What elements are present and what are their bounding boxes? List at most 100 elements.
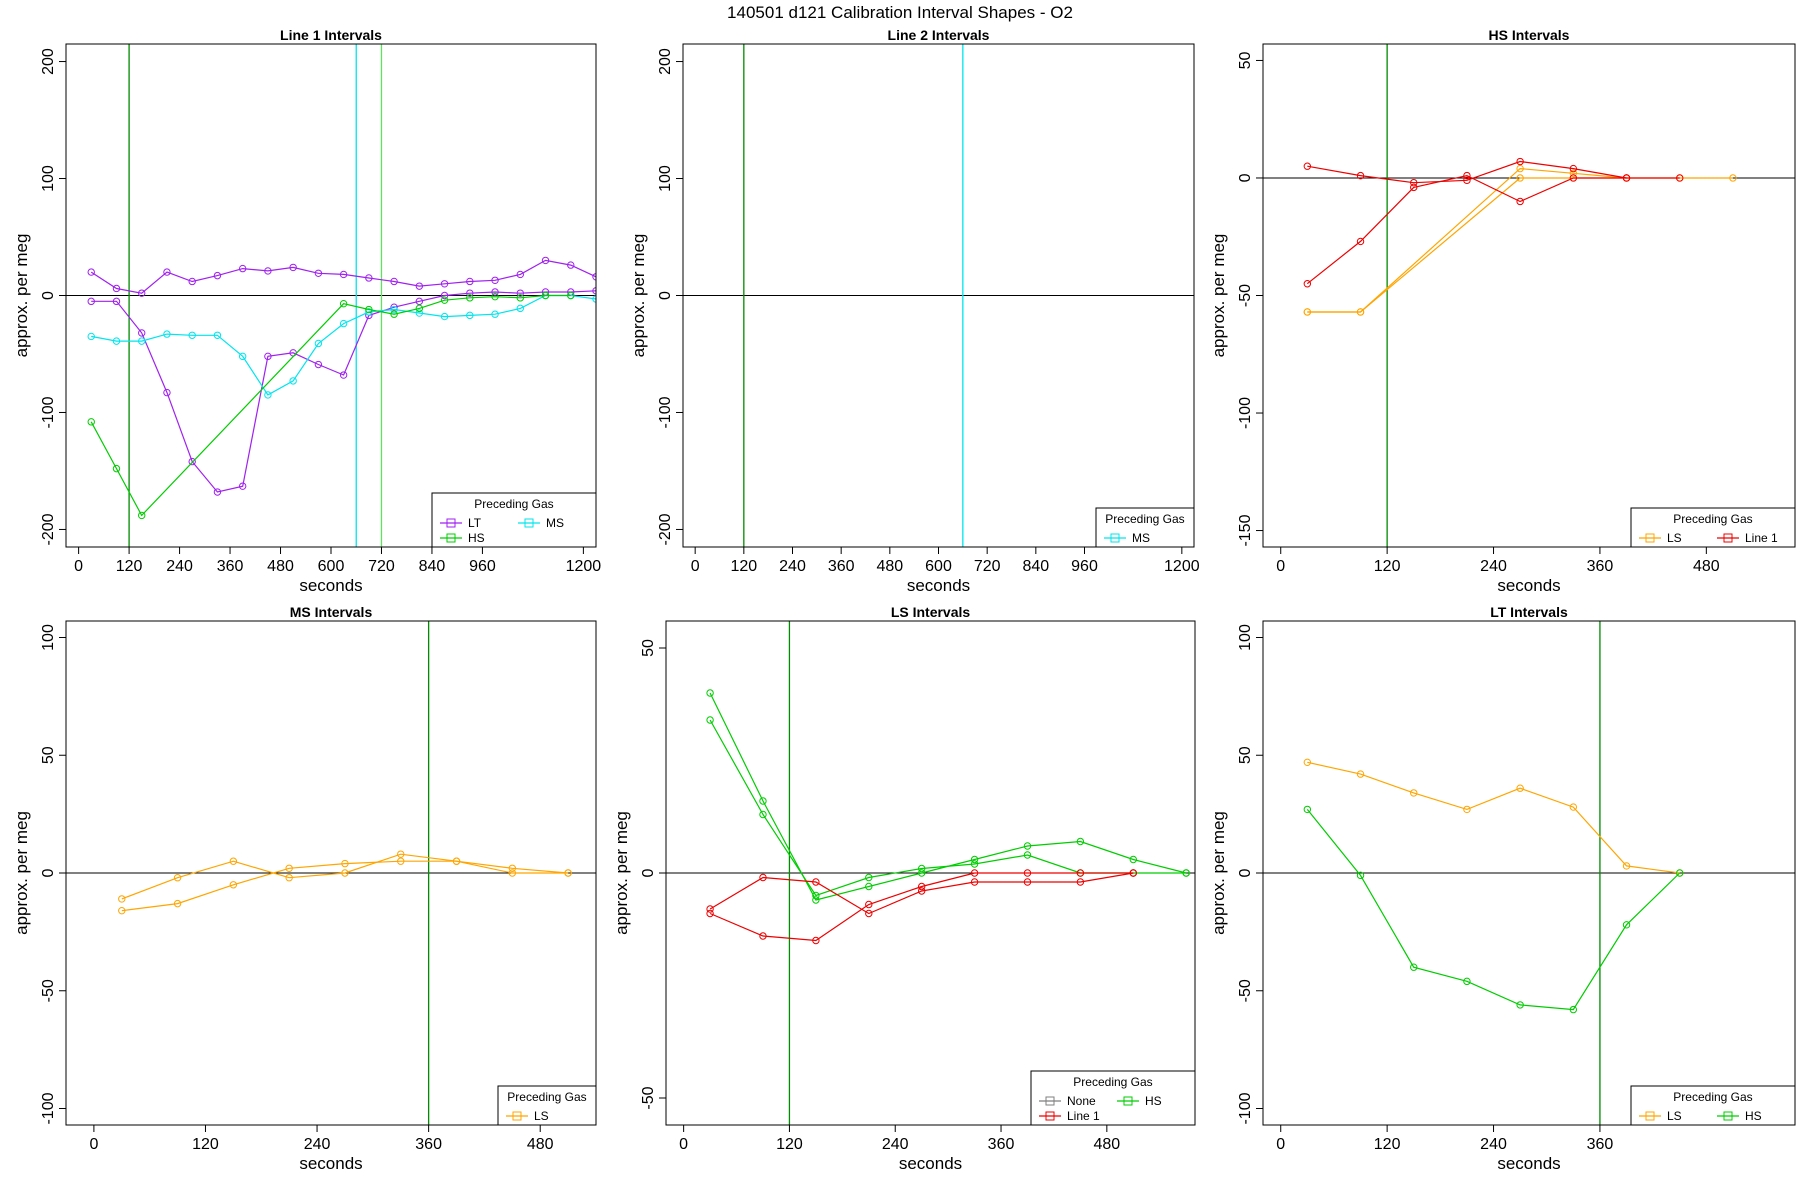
data-point xyxy=(516,270,524,279)
data-point xyxy=(118,906,126,915)
data-point xyxy=(1356,308,1365,316)
y-axis-label: approx. per meg xyxy=(12,234,31,358)
series-line xyxy=(91,294,596,396)
x-tick-label: 600 xyxy=(318,558,345,575)
data-point xyxy=(339,371,348,379)
data-point xyxy=(970,878,979,886)
series-line xyxy=(1306,809,1681,1011)
x-axis-label: seconds xyxy=(299,1154,362,1173)
data-point xyxy=(1569,1005,1578,1014)
series-line xyxy=(121,853,569,900)
data-point xyxy=(390,305,398,314)
y-tick-label: 50 xyxy=(640,639,657,657)
data-point xyxy=(706,716,714,724)
chart-panel-4: MS Intervals 0 120 240 360 480 seconds -100 -50 0… xyxy=(12,604,597,1173)
data-point xyxy=(440,296,449,304)
data-point xyxy=(213,331,222,339)
legend-entry-label: Line 1 xyxy=(1745,531,1778,545)
data-point xyxy=(415,304,424,313)
data-point xyxy=(138,329,146,337)
y-tick-label: 0 xyxy=(40,868,57,877)
legend: Preceding Gas LS HS xyxy=(1630,1085,1796,1126)
data-point xyxy=(415,297,424,306)
y-tick-label: -50 xyxy=(1237,979,1254,1002)
x-tick-label: 480 xyxy=(1093,1136,1120,1153)
x-tick-label: 240 xyxy=(779,558,806,575)
data-point xyxy=(229,857,238,865)
data-point xyxy=(1676,869,1684,877)
x-tick-label: 0 xyxy=(679,1136,688,1153)
legend-entry-label: MS xyxy=(546,516,564,530)
legend-entry-label: HS xyxy=(1745,1109,1762,1123)
data-point xyxy=(516,294,524,302)
x-tick-label: 720 xyxy=(368,558,395,575)
x-axis-label: seconds xyxy=(299,576,362,595)
data-point xyxy=(440,280,449,288)
x-tick-label: 480 xyxy=(876,558,903,575)
data-point xyxy=(812,878,820,886)
y-axis-label: approx. per meg xyxy=(1209,234,1228,358)
data-point xyxy=(1356,237,1365,246)
data-point xyxy=(1729,174,1737,182)
data-point xyxy=(917,887,926,895)
legend-entry-label: HS xyxy=(468,531,485,545)
data-point xyxy=(970,860,979,868)
data-point xyxy=(917,864,926,873)
x-tick-label: 0 xyxy=(89,1136,98,1153)
data-point xyxy=(390,303,398,311)
data-point xyxy=(87,268,95,276)
legend-title: Preceding Gas xyxy=(1073,1075,1152,1089)
x-axis-label: seconds xyxy=(907,576,970,595)
data-point xyxy=(112,284,121,293)
data-point xyxy=(341,859,349,868)
data-point xyxy=(466,277,474,286)
data-point xyxy=(865,873,873,882)
x-tick-label: 360 xyxy=(415,1136,442,1153)
plot-area xyxy=(683,44,1194,547)
data-point xyxy=(564,869,572,877)
data-point xyxy=(706,689,714,697)
chart-panel-5: LS Intervals 0 120 240 360 480 seconds -50 0 50 ap… xyxy=(612,604,1196,1173)
panel-title: LT Intervals xyxy=(1490,604,1568,620)
data-point xyxy=(238,264,247,273)
data-point xyxy=(917,882,926,891)
data-point xyxy=(1622,174,1631,182)
data-point xyxy=(1463,171,1471,180)
data-point xyxy=(1129,855,1137,864)
x-tick-label: 0 xyxy=(74,558,83,575)
legend-entry-label: LS xyxy=(1667,1109,1682,1123)
y-tick-label: 100 xyxy=(40,165,57,192)
data-point xyxy=(285,864,293,872)
data-point xyxy=(188,457,196,466)
data-point xyxy=(1303,308,1312,316)
x-tick-label: 600 xyxy=(925,558,952,575)
series-line xyxy=(709,719,1187,897)
y-tick-label: -50 xyxy=(40,979,57,1002)
data-point xyxy=(415,309,424,317)
data-point xyxy=(341,869,349,877)
data-point xyxy=(397,857,405,865)
data-point xyxy=(759,932,767,940)
series-line xyxy=(709,692,1187,901)
data-point xyxy=(567,291,575,300)
x-tick-label: 360 xyxy=(1587,558,1614,575)
data-point xyxy=(812,936,820,945)
x-axis-label: seconds xyxy=(899,1154,962,1173)
legend: Preceding Gas LT MS HS xyxy=(431,492,597,548)
legend-box xyxy=(1095,507,1195,548)
series-line xyxy=(121,860,569,912)
x-tick-label: 360 xyxy=(988,1136,1015,1153)
data-point xyxy=(466,294,474,302)
legend: Preceding Gas None HS Line 1 xyxy=(1030,1070,1196,1126)
data-point xyxy=(1622,921,1631,929)
legend-swatch-marker xyxy=(1723,1111,1733,1121)
data-point xyxy=(1023,851,1032,859)
data-point xyxy=(365,308,373,316)
y-tick-label: 200 xyxy=(40,48,57,75)
series-line xyxy=(91,290,596,493)
data-point xyxy=(173,899,182,908)
data-point xyxy=(1356,871,1365,880)
x-tick-label: 240 xyxy=(1480,1136,1507,1153)
data-point xyxy=(118,895,126,903)
